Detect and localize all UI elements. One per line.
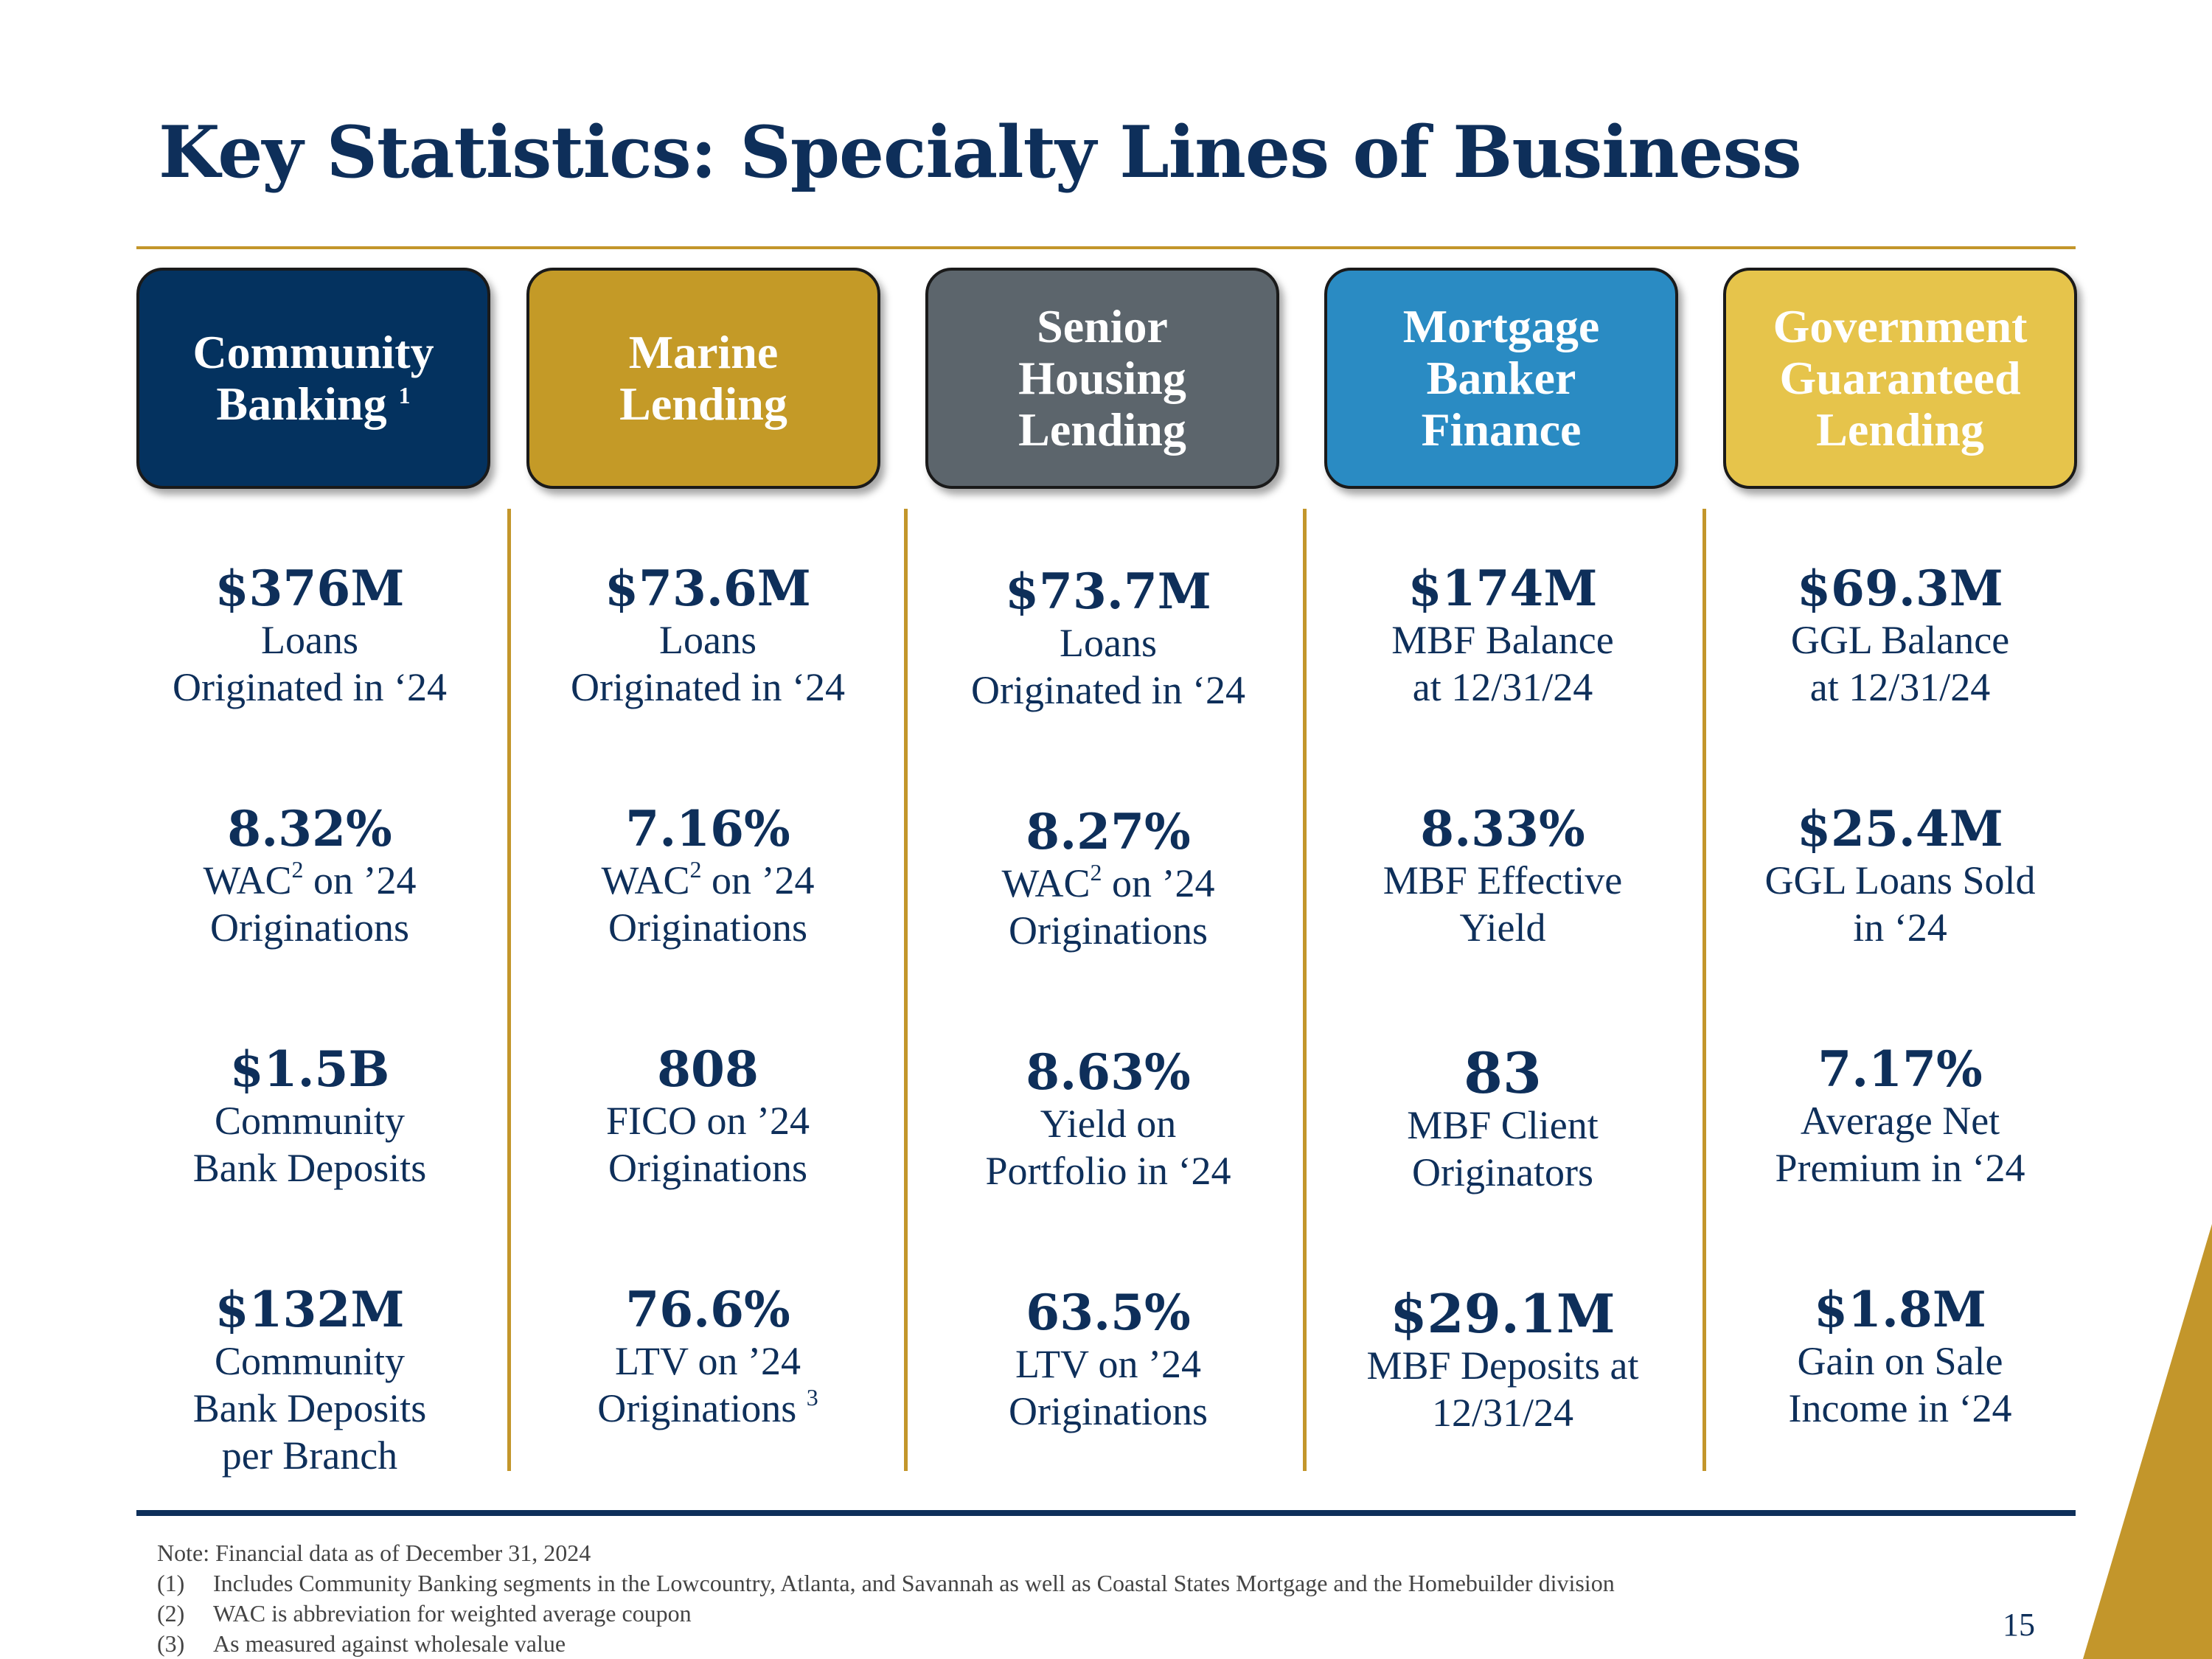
stat-label: WAC2 on ’24 Originations: [1001, 859, 1215, 953]
stat-label: GGL Balance at 12/31/24: [1790, 618, 2010, 709]
stat-community-deposits-per-branch: $132M Community Bank Deposits per Branch: [118, 1281, 501, 1479]
stat-label: Gain on Sale Income in ‘24: [1788, 1339, 2012, 1430]
stat-ggl-loans-sold: $25.4M GGL Loans Sold in ‘24: [1708, 801, 2092, 951]
stat-label: Average Net Premium in ‘24: [1775, 1099, 2025, 1190]
header-senior-housing-lending: Senior Housing Lending: [925, 268, 1279, 489]
header-marine-lending: Marine Lending: [526, 268, 880, 489]
stat-mbf-yield: 8.33% MBF Effective Yield: [1311, 801, 1694, 951]
stat-value: $1.5B: [229, 1040, 390, 1098]
stat-label: Loans Originated in ‘24: [971, 621, 1245, 712]
stat-label: LTV on ’24 Originations 3: [597, 1339, 818, 1430]
stat-label: Community Bank Deposits: [192, 1099, 427, 1190]
stat-label: MBF Effective Yield: [1382, 858, 1623, 950]
stat-community-wac: 8.32% WAC2 on ’24 Originations: [118, 801, 501, 951]
header-label-community-banking: Community Banking 1: [192, 326, 434, 430]
stat-label: WAC2 on ’24 Originations: [203, 856, 417, 950]
stat-senior-yield: 8.63% Yield on Portfolio in ‘24: [917, 1044, 1300, 1194]
stat-marine-wac: 7.16% WAC2 on ’24 Originations: [516, 801, 900, 951]
stat-value: $132M: [215, 1281, 405, 1338]
stat-marine-fico: 808 FICO on ’24 Originations: [516, 1041, 900, 1192]
stat-label: Yield on Portfolio in ‘24: [985, 1102, 1231, 1193]
footnotes: Note: Financial data as of December 31, …: [157, 1538, 2000, 1659]
footnote-3: (3) As measured against wholesale value: [157, 1630, 566, 1657]
stat-value: 8.33%: [1420, 800, 1585, 858]
column-divider: [507, 509, 511, 1471]
corner-accent-triangle: [2083, 1224, 2212, 1659]
stat-value: 7.16%: [625, 800, 790, 858]
footnote-1: (1) Includes Community Banking segments i…: [157, 1570, 1615, 1596]
stat-label: FICO on ’24 Originations: [605, 1099, 810, 1190]
stat-label: MBF Deposits at 12/31/24: [1366, 1343, 1639, 1435]
stat-marine-loans-originated: $73.6M Loans Originated in ‘24: [516, 560, 900, 711]
header-label-government-guaranteed-lending: Government Guaranteed Lending: [1773, 300, 2028, 456]
stat-senior-loans-originated: $73.7M Loans Originated in ‘24: [917, 563, 1300, 714]
header-label-marine-lending: Marine Lending: [619, 326, 787, 430]
note-intro: Note: Financial data as of December 31, …: [157, 1540, 591, 1566]
header-community-banking: Community Banking 1: [136, 268, 490, 489]
stat-value: $73.7M: [1005, 563, 1211, 620]
stat-value: 8.63%: [1026, 1043, 1191, 1101]
stat-mbf-originators: 83 MBF Client Originators: [1311, 1046, 1694, 1196]
stat-label: Loans Originated in ‘24: [173, 618, 447, 709]
stat-label: Loans Originated in ‘24: [571, 618, 845, 709]
stat-label: GGL Loans Sold in ‘24: [1764, 858, 2036, 950]
stat-ggl-net-premium: 7.17% Average Net Premium in ‘24: [1708, 1041, 2092, 1192]
stat-value: $29.1M: [1390, 1282, 1615, 1345]
stat-ggl-gain-on-sale: $1.8M Gain on Sale Income in ‘24: [1708, 1281, 2092, 1432]
column-divider: [1703, 509, 1706, 1471]
stat-community-bank-deposits: $1.5B Community Bank Deposits: [118, 1041, 501, 1192]
column-divider: [904, 509, 908, 1471]
stat-value: 808: [657, 1040, 759, 1098]
stat-ggl-balance: $69.3M GGL Balance at 12/31/24: [1708, 560, 2092, 711]
stat-value: 63.5%: [1026, 1284, 1191, 1341]
stat-mbf-balance: $174M MBF Balance at 12/31/24: [1311, 560, 1694, 711]
header-label-mortgage-banker-finance: Mortgage Banker Finance: [1402, 300, 1600, 456]
column-divider: [1303, 509, 1307, 1471]
stat-value: $73.6M: [605, 560, 811, 617]
stat-label: Community Bank Deposits per Branch: [192, 1339, 427, 1478]
stat-value: $1.8M: [1814, 1281, 1986, 1338]
stat-value: $376M: [215, 560, 405, 617]
stat-value: 7.17%: [1818, 1040, 1983, 1098]
stat-marine-ltv: 76.6% LTV on ’24 Originations 3: [516, 1281, 900, 1432]
stat-label: WAC2 on ’24 Originations: [601, 856, 815, 950]
page-number: 15: [2003, 1607, 2035, 1643]
stat-value: 76.6%: [625, 1281, 790, 1338]
stat-senior-ltv: 63.5% LTV on ’24 Originations: [917, 1284, 1300, 1435]
footnote-2: (2) WAC is abbreviation for weighted aver…: [157, 1600, 692, 1627]
footer-divider: [136, 1510, 2076, 1516]
stat-value: 8.27%: [1026, 803, 1191, 860]
stat-label: LTV on ’24 Originations: [1009, 1342, 1208, 1433]
header-government-guaranteed-lending: Government Guaranteed Lending: [1723, 268, 2077, 489]
stat-value: $25.4M: [1797, 800, 2003, 858]
stat-value: 8.32%: [227, 800, 392, 858]
title-divider: [136, 246, 2076, 249]
stat-value: $69.3M: [1797, 560, 2003, 617]
stat-label: MBF Client Originators: [1407, 1103, 1599, 1194]
header-mortgage-banker-finance: Mortgage Banker Finance: [1324, 268, 1678, 489]
header-label-senior-housing-lending: Senior Housing Lending: [1018, 300, 1186, 456]
stat-value: 83: [1464, 1040, 1542, 1106]
stat-mbf-deposits: $29.1M MBF Deposits at 12/31/24: [1311, 1286, 1694, 1436]
stat-label: MBF Balance at 12/31/24: [1391, 618, 1614, 709]
stat-value: $174M: [1408, 560, 1598, 617]
stat-senior-wac: 8.27% WAC2 on ’24 Originations: [917, 804, 1300, 954]
page-title: Key Statistics: Specialty Lines of Busin…: [159, 111, 1802, 194]
stat-community-loans-originated: $376M Loans Originated in ‘24: [118, 560, 501, 711]
